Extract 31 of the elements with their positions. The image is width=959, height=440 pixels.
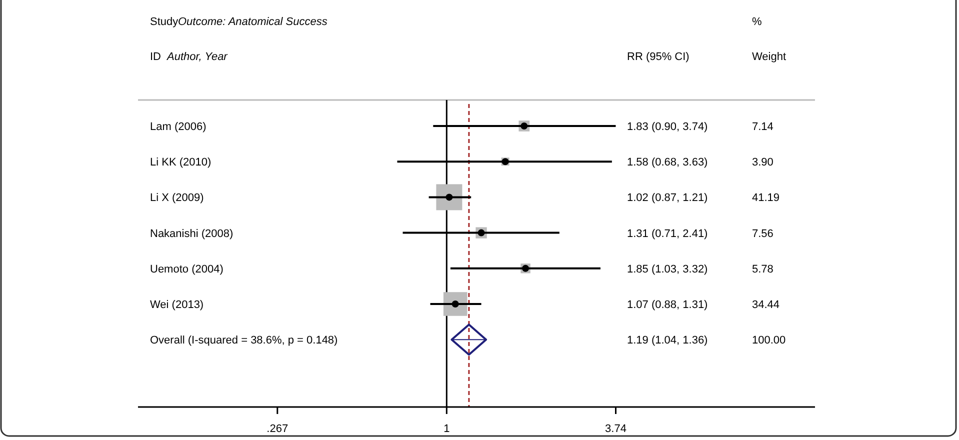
y-tick-label: Overall (I-squared = 38.6%, p = 0.148) [150,334,338,347]
y-tick-label: Lam (2006) [150,121,206,133]
annotation: 5.78 [752,263,774,276]
y-tick-label: Li X (2009) [150,192,204,204]
annotation: 3.90 [752,156,774,169]
annotation: 34.44 [752,299,780,311]
text: Study [150,16,179,28]
x-tick-label: 3.74 [605,423,626,435]
text: ID [150,51,162,63]
annotation: 1.31 (0.71, 2.41) [627,228,708,240]
annotation: 1.58 (0.68, 3.63) [627,156,708,169]
y-tick-label: Wei (2013) [150,299,204,311]
text: Author, Year [166,51,229,63]
x-tick-label: 1 [444,423,450,435]
annotation: 7.14 [752,121,774,133]
text: Outcome: Anatomical Success [178,16,328,28]
annotation: 41.19 [752,192,780,204]
text: Weight [752,51,786,63]
annotation: 7.56 [752,228,774,240]
annotation: 1.02 (0.87, 1.21) [627,192,708,204]
text: % [752,16,762,28]
y-tick-label: Uemoto (2004) [150,263,224,276]
y-tick-label: Li KK (2010) [150,156,212,169]
annotation: 1.19 (1.04, 1.36) [627,334,708,347]
x-tick-label: .267 [266,423,288,435]
annotation: 1.85 (1.03, 3.32) [627,263,708,276]
annotation: 100.00 [752,334,786,347]
annotation: 1.83 (0.90, 3.74) [627,121,708,133]
y-tick-label: Nakanishi (2008) [150,228,234,240]
text: RR (95% CI) [627,51,690,63]
annotation: 1.07 (0.88, 1.31) [627,299,708,311]
